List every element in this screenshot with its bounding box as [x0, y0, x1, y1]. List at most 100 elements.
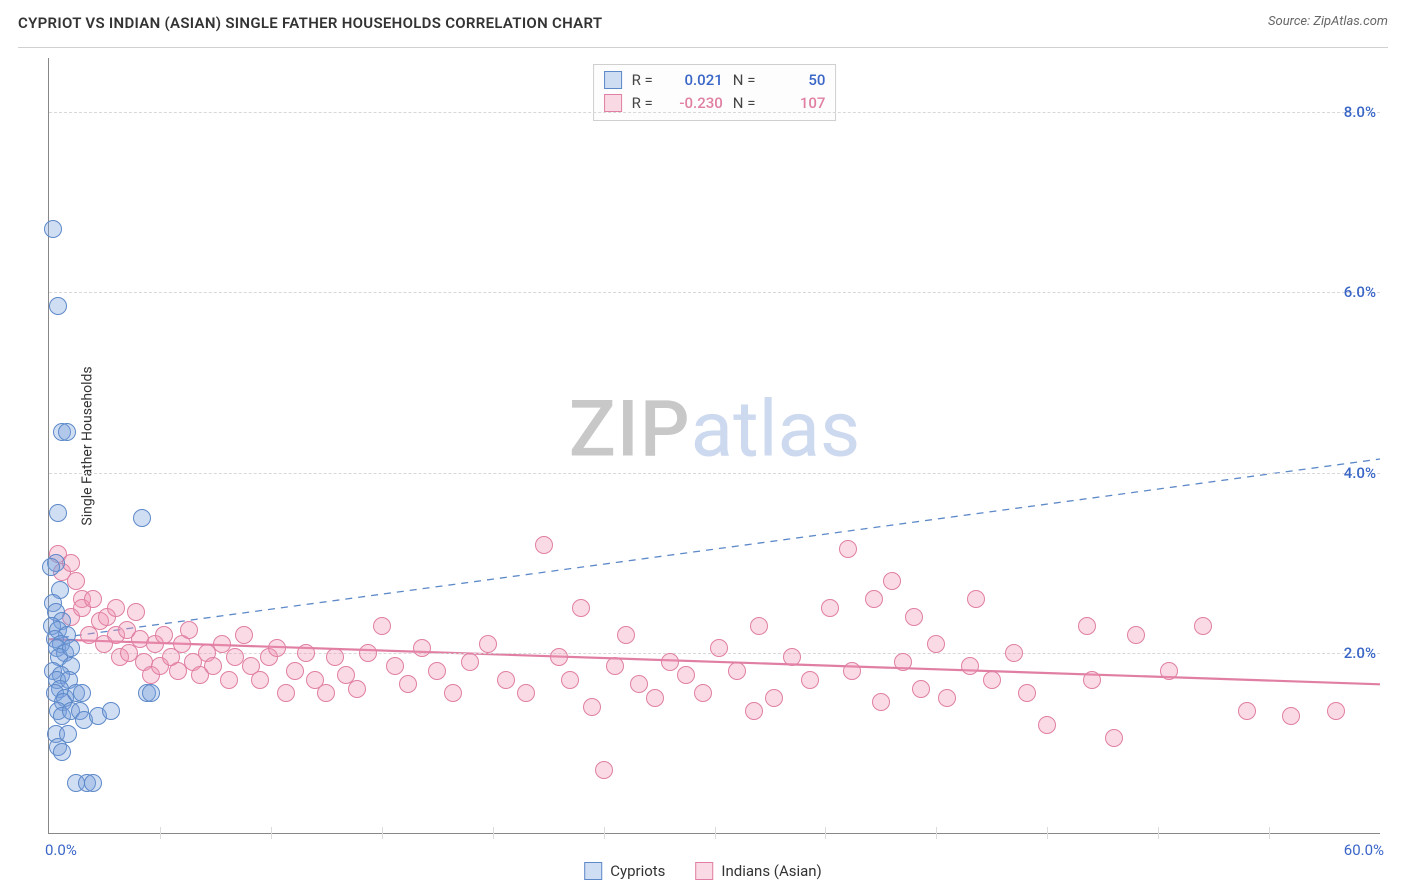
point-indian — [630, 675, 648, 693]
gridline-v — [160, 827, 161, 839]
point-indian — [1194, 617, 1212, 635]
watermark-atlas: atlas — [691, 385, 861, 476]
swatch-indian — [604, 94, 622, 112]
point-indian — [317, 684, 335, 702]
point-cypriot — [49, 504, 67, 522]
point-indian — [268, 639, 286, 657]
watermark-zip: ZIP — [569, 385, 691, 476]
point-indian — [1127, 626, 1145, 644]
point-indian — [1238, 702, 1256, 720]
point-indian — [694, 684, 712, 702]
stat-r-indian: -0.230 — [663, 92, 723, 115]
point-cypriot — [49, 297, 67, 315]
point-indian — [235, 626, 253, 644]
point-indian — [745, 702, 763, 720]
point-indian — [497, 671, 515, 689]
trend-lines — [49, 58, 1380, 833]
point-indian — [843, 662, 861, 680]
legend-swatch-indian — [695, 862, 713, 880]
point-indian — [894, 653, 912, 671]
gridline-v — [1269, 827, 1270, 839]
point-indian — [572, 599, 590, 617]
point-indian — [661, 653, 679, 671]
stat-n-cypriot: 50 — [765, 69, 825, 92]
point-indian — [286, 662, 304, 680]
stat-r-label-2: R = — [632, 92, 653, 115]
point-indian — [428, 662, 446, 680]
point-indian — [517, 684, 535, 702]
point-indian — [783, 648, 801, 666]
legend-label-cypriot: Cypriots — [610, 862, 665, 880]
point-indian — [127, 603, 145, 621]
gridline-v — [271, 827, 272, 839]
point-indian — [710, 639, 728, 657]
gridline-h — [49, 292, 1380, 293]
stat-r-label: R = — [632, 69, 653, 92]
point-indian — [938, 689, 956, 707]
point-indian — [750, 617, 768, 635]
point-indian — [1018, 684, 1036, 702]
point-indian — [1160, 662, 1178, 680]
legend-item-cypriot: Cypriots — [584, 862, 665, 880]
point-indian — [1282, 707, 1300, 725]
point-indian — [348, 680, 366, 698]
point-indian — [297, 644, 315, 662]
point-indian — [801, 671, 819, 689]
point-indian — [277, 684, 295, 702]
point-indian — [967, 590, 985, 608]
point-indian — [561, 671, 579, 689]
gridline-v — [936, 827, 937, 839]
point-indian — [461, 653, 479, 671]
point-indian — [872, 693, 890, 711]
legend-label-indian: Indians (Asian) — [721, 862, 821, 880]
point-indian — [155, 626, 173, 644]
header-bar: CYPRIOT VS INDIAN (ASIAN) SINGLE FATHER … — [18, 14, 1388, 48]
swatch-cypriot — [604, 71, 622, 89]
stat-row-indian: R = -0.230 N = 107 — [604, 92, 826, 115]
point-indian — [1005, 644, 1023, 662]
point-indian — [413, 639, 431, 657]
point-indian — [479, 635, 497, 653]
point-indian — [373, 617, 391, 635]
y-tick-label: 6.0% — [1344, 283, 1376, 301]
point-cypriot — [73, 684, 91, 702]
x-tick-max: 60.0% — [1344, 841, 1384, 859]
point-cypriot — [84, 774, 102, 792]
point-indian — [617, 626, 635, 644]
point-indian — [927, 635, 945, 653]
point-indian — [399, 675, 417, 693]
stat-n-label: N = — [733, 69, 756, 92]
point-indian — [883, 572, 901, 590]
point-indian — [821, 599, 839, 617]
point-indian — [204, 657, 222, 675]
point-indian — [606, 657, 624, 675]
point-indian — [646, 689, 664, 707]
gridline-h — [49, 473, 1380, 474]
point-indian — [765, 689, 783, 707]
point-cypriot — [142, 684, 160, 702]
source-label: Source: ZipAtlas.com — [1268, 14, 1388, 29]
point-indian — [839, 540, 857, 558]
point-indian — [677, 666, 695, 684]
chart-title: CYPRIOT VS INDIAN (ASIAN) SINGLE FATHER … — [18, 14, 602, 32]
gridline-v — [493, 827, 494, 839]
point-indian — [251, 671, 269, 689]
plot-area: ZIPatlas R = 0.021 N = 50 R = -0.230 N =… — [48, 58, 1380, 834]
bottom-legend: Cypriots Indians (Asian) — [584, 862, 822, 880]
gridline-h — [49, 112, 1380, 113]
point-indian — [444, 684, 462, 702]
point-cypriot — [42, 558, 60, 576]
gridline-v — [382, 827, 383, 839]
point-indian — [326, 648, 344, 666]
gridline-v — [604, 827, 605, 839]
point-indian — [912, 680, 930, 698]
point-cypriot — [44, 220, 62, 238]
point-indian — [107, 599, 125, 617]
point-indian — [1327, 702, 1345, 720]
gridline-v — [1047, 827, 1048, 839]
stat-n-label-2: N = — [733, 92, 756, 115]
point-indian — [220, 671, 238, 689]
point-indian — [1083, 671, 1101, 689]
y-tick-label: 8.0% — [1344, 103, 1376, 121]
gridline-v — [825, 827, 826, 839]
